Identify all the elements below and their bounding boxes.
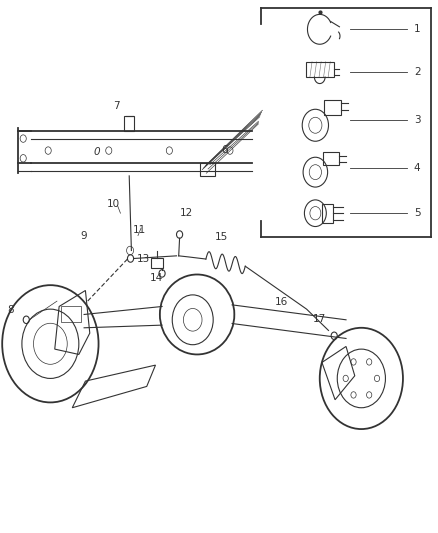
- Text: 10: 10: [106, 199, 120, 208]
- Text: 12: 12: [180, 208, 193, 218]
- Bar: [324, 100, 341, 115]
- Bar: [323, 152, 339, 165]
- Text: 17: 17: [313, 314, 326, 324]
- Text: 1: 1: [414, 25, 420, 34]
- Text: 6: 6: [221, 145, 228, 155]
- Text: 14: 14: [150, 273, 163, 283]
- Text: 4: 4: [414, 163, 420, 173]
- Text: 2: 2: [414, 67, 420, 77]
- Text: 9: 9: [81, 231, 88, 241]
- Text: 11: 11: [133, 225, 146, 235]
- Text: 13: 13: [137, 254, 150, 263]
- Bar: [306, 62, 334, 77]
- Bar: [322, 204, 333, 223]
- Text: 7: 7: [113, 101, 120, 111]
- Text: 8: 8: [7, 305, 14, 315]
- Text: 0: 0: [93, 147, 100, 157]
- Text: 3: 3: [414, 115, 420, 125]
- Bar: [200, 163, 215, 176]
- Text: 15: 15: [215, 232, 228, 242]
- Bar: [151, 258, 163, 268]
- Bar: [124, 116, 134, 131]
- Text: 16: 16: [275, 297, 288, 307]
- Bar: [61, 306, 81, 322]
- Text: 5: 5: [414, 208, 420, 218]
